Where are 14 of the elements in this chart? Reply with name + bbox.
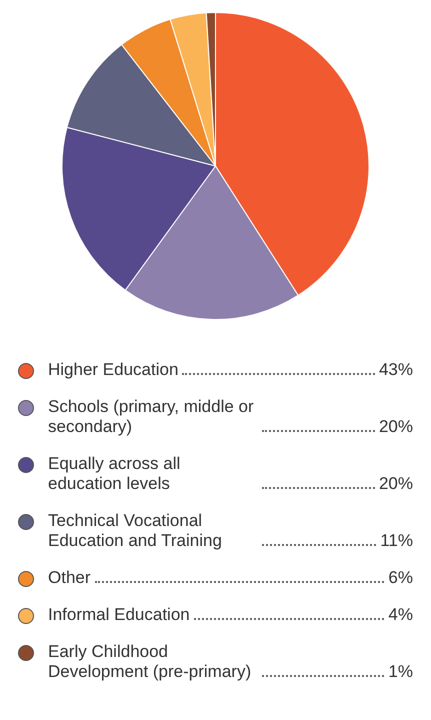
legend-label: Technical Vocational Education and Training xyxy=(48,511,223,551)
legend-label: Early Childhood Development (pre-primary) xyxy=(48,642,252,682)
legend-label: Schools (primary, middle or secondary) xyxy=(48,397,255,437)
data-label: 6% xyxy=(388,568,413,588)
legend-label: Higher Education xyxy=(48,360,178,380)
legend-label: Other xyxy=(48,568,91,588)
legend-label: Informal Education xyxy=(48,605,190,625)
legend-label: Equally across all education levels xyxy=(48,454,182,494)
data-label: 43% xyxy=(378,360,413,380)
data-label: 11% xyxy=(380,531,413,551)
data-label: 1% xyxy=(388,662,413,682)
data-label: 20% xyxy=(378,474,413,494)
data-label: 20% xyxy=(378,417,413,437)
data-label: 4% xyxy=(388,605,413,625)
